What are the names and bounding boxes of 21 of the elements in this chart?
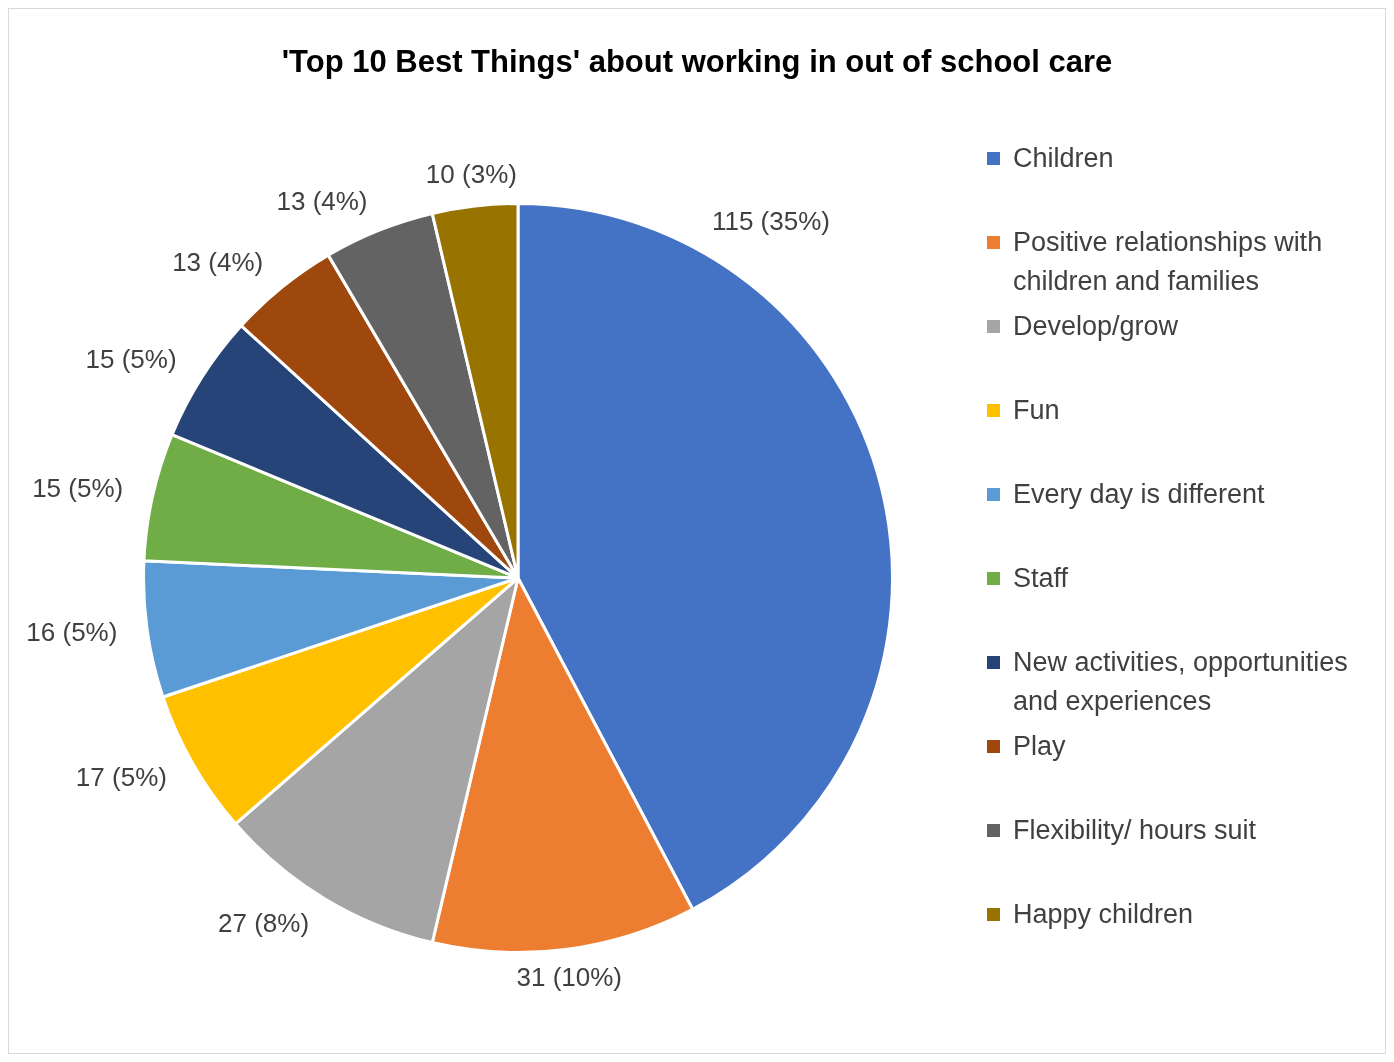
legend-label: Happy children — [1013, 898, 1194, 931]
legend-label: Staff — [1013, 562, 1069, 595]
legend-label: Every day is different — [1013, 478, 1265, 511]
legend-label: Play — [1013, 730, 1066, 763]
legend-label: New activities, opportunities and experiences — [1013, 646, 1349, 718]
data-label: 17 (5%) — [75, 762, 167, 793]
legend-label: Children — [1013, 142, 1114, 175]
legend-label: Flexibility/ hours suit — [1013, 814, 1257, 847]
legend-label: Positive relationships with children and families — [1013, 226, 1324, 298]
legend-label: Develop/grow — [1013, 310, 1179, 343]
legend-label: Fun — [1013, 394, 1060, 427]
data-label: 13 (4%) — [172, 247, 264, 278]
data-label: 13 (4%) — [276, 185, 368, 216]
data-label: 31 (10%) — [516, 962, 622, 993]
data-label: 27 (8%) — [218, 907, 310, 938]
data-label: 16 (5%) — [26, 617, 118, 648]
data-label: 15 (5%) — [32, 473, 124, 504]
data-label: 10 (3%) — [425, 159, 517, 190]
chart-title: 'Top 10 Best Things' about working in out of school care — [280, 44, 1114, 80]
data-label: 15 (5%) — [85, 344, 177, 375]
data-label: 115 (35%) — [711, 206, 830, 237]
